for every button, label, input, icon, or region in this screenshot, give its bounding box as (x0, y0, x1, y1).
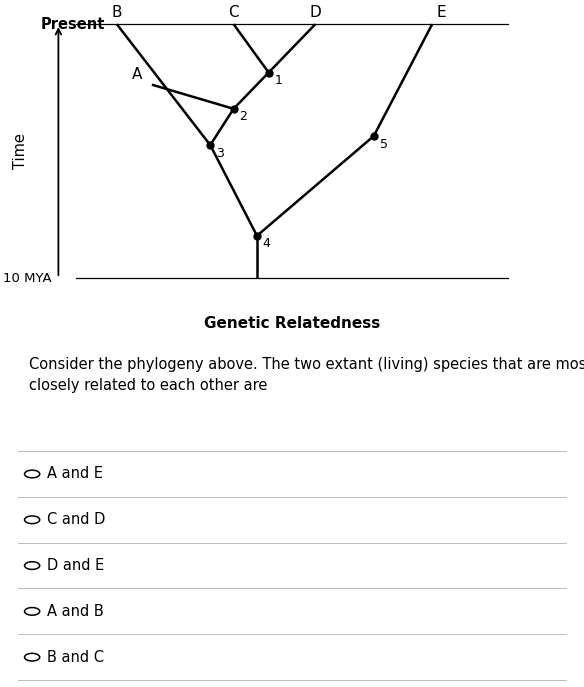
Text: A and B: A and B (47, 604, 103, 619)
Text: 10 MYA: 10 MYA (3, 271, 51, 284)
Text: 1: 1 (274, 74, 282, 87)
Text: 3: 3 (216, 146, 224, 159)
Text: 2: 2 (239, 111, 247, 124)
Text: C: C (228, 5, 239, 20)
Text: A and E: A and E (47, 466, 103, 482)
Text: Consider the phylogeny above. The two extant (living) species that are most
clos: Consider the phylogeny above. The two ex… (29, 357, 584, 394)
Text: B and C: B and C (47, 650, 104, 664)
Text: C and D: C and D (47, 513, 105, 528)
Text: 4: 4 (263, 237, 270, 250)
Text: 5: 5 (380, 137, 388, 150)
Text: A: A (132, 67, 142, 82)
Text: D: D (310, 5, 321, 20)
Text: E: E (436, 5, 446, 20)
Text: Genetic Relatedness: Genetic Relatedness (204, 316, 380, 331)
Text: Time: Time (13, 133, 28, 169)
Text: Present: Present (41, 16, 105, 32)
Text: D and E: D and E (47, 558, 104, 573)
Text: B: B (112, 5, 122, 20)
